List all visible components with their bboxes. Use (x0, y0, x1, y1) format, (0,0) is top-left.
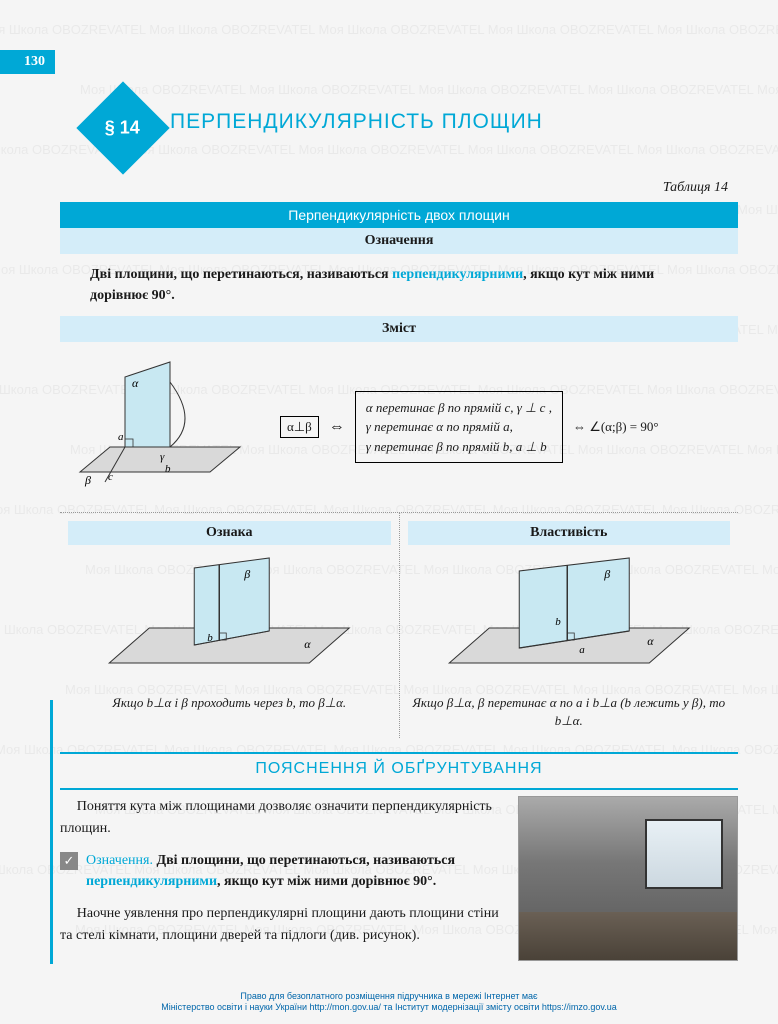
two-column-section: Ознака β α b Якщо b⊥α і β проходить чере… (60, 512, 738, 738)
textbook-page: Моя Школа OBOZREVATEL Моя Школа OBOZREVA… (0, 0, 778, 1024)
definition-callout-part2: , якщо кут між ними дорівнює 90°. (217, 874, 436, 889)
definition-callout: ✓ Означення. Дві площини, що перетинають… (60, 850, 506, 893)
divider (60, 752, 738, 754)
explain-paragraph-2: Наочне уявлення про перпендикулярні площ… (60, 903, 506, 946)
rules-box: α перетинає β по прямій c, γ ⊥ c , γ пер… (355, 391, 563, 464)
definition-term: перпендикулярними (392, 267, 523, 282)
explanation-title: ПОЯСНЕННЯ Й ОБҐРУНТУВАННЯ (60, 760, 738, 778)
page-footer: Право для безоплатного розміщення підруч… (0, 991, 778, 1014)
caption-right: Якщо β⊥α, β перетинає α по a і b⊥a (b ле… (408, 694, 731, 730)
room-photo (518, 796, 738, 961)
definition-box: Дві площини, що перетинаються, називають… (60, 254, 738, 316)
page-content: Таблиця 14 Перпендикулярність двох площи… (0, 0, 778, 961)
svg-text:c: c (108, 471, 113, 483)
sign-diagram: β α b (68, 553, 391, 683)
svg-text:a: a (579, 644, 585, 656)
svg-text:γ: γ (160, 451, 165, 463)
definition-callout-term: перпендикулярними (86, 874, 217, 889)
svg-text:α: α (647, 634, 654, 648)
angle-result: ⇔ ∠(α;β) = 90° (573, 419, 659, 435)
column-left: Ознака β α b Якщо b⊥α і β проходить чере… (60, 513, 400, 738)
left-accent-bar (50, 700, 53, 964)
table-label: Таблиця 14 (60, 180, 738, 196)
formula-row: α β γ a b c α⊥β ⇔ α перетинає β по прямі… (60, 342, 738, 512)
svg-text:b: b (165, 463, 171, 475)
footer-line-1: Право для безоплатного розміщення підруч… (0, 991, 778, 1003)
footer-line-2: Міністерство освіти і науки України http… (0, 1002, 778, 1014)
col-left-header: Ознака (68, 521, 391, 545)
svg-text:b: b (207, 632, 213, 644)
svg-text:β: β (84, 473, 91, 487)
svg-text:α: α (132, 376, 139, 390)
planes-diagram-main: α β γ a b c (70, 352, 270, 502)
svg-text:β: β (603, 567, 610, 581)
formula-perp: α⊥β (280, 416, 319, 438)
table-main-header: Перпендикулярність двох площин (60, 202, 738, 228)
content-header: Зміст (60, 316, 738, 342)
explain-paragraph-1: Поняття кута між площинами дозволяє озна… (60, 796, 506, 839)
photo-window-element (645, 819, 723, 889)
rule-line-1: α перетинає β по прямій c, γ ⊥ c , (366, 398, 552, 418)
definition-text-part1: Дві площини, що перетинаються, називають… (90, 267, 392, 282)
explanation-text: Поняття кута між площинами дозволяє озна… (60, 796, 506, 961)
column-right: Властивість β α b a Якщо β⊥α, β перетина… (400, 513, 739, 738)
rule-line-2: γ перетинає α по прямій a, (366, 417, 552, 437)
col-right-header: Властивість (408, 521, 731, 545)
divider (60, 788, 738, 790)
svg-text:α: α (304, 637, 311, 651)
explanation-block: Поняття кута між площинами дозволяє озна… (60, 796, 738, 961)
caption-left: Якщо b⊥α і β проходить через b, то β⊥α. (68, 694, 391, 712)
svg-text:a: a (118, 431, 124, 443)
definition-callout-part1: Дві площини, що перетинаються, називають… (153, 853, 455, 868)
rule-line-3: γ перетинає β по прямій b, a ⊥ b (366, 437, 552, 457)
definition-label: Означення. (86, 853, 153, 868)
property-diagram: β α b a (408, 553, 731, 683)
svg-text:b: b (555, 616, 561, 628)
iff-symbol-1: ⇔ (329, 418, 345, 436)
svg-text:β: β (243, 567, 250, 581)
definition-header: Означення (60, 228, 738, 254)
checkmark-icon: ✓ (60, 852, 78, 870)
photo-floor-element (519, 912, 737, 960)
definition-callout-text: Означення. Дві площини, що перетинаються… (86, 850, 506, 893)
